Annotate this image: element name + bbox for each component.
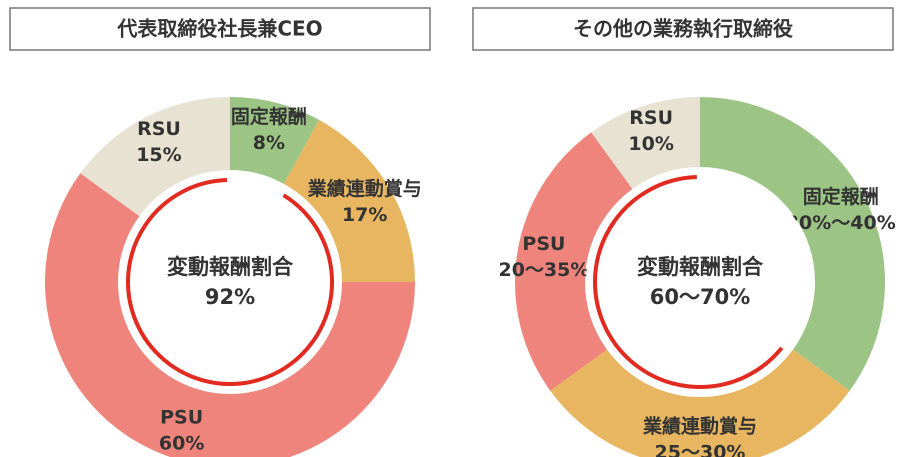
segment-value: 20〜35%	[498, 259, 589, 281]
segment-value: 17%	[342, 204, 387, 226]
chart-title: 代表取締役社長兼CEO	[116, 17, 322, 41]
variable-arc	[593, 175, 784, 389]
inner-circle	[586, 168, 814, 396]
chart-title: その他の業務執行取締役	[573, 17, 793, 41]
center-value: 92%	[205, 285, 255, 309]
segment-value: 25〜30%	[655, 442, 746, 457]
segment-label: RSU	[629, 107, 673, 129]
segment-value: 60%	[159, 432, 204, 454]
variable-arc	[126, 178, 334, 386]
pie-segment	[515, 132, 633, 391]
segment-value: 30%〜40%	[786, 212, 896, 234]
segment-value: 8%	[253, 132, 285, 154]
pie-segment	[550, 349, 850, 457]
segment-label: PSU	[522, 233, 565, 255]
segment-label: 業績連動賞与	[642, 415, 757, 438]
segment-label: RSU	[137, 118, 181, 140]
segment-label: 固定報酬	[231, 105, 307, 128]
center-value: 60〜70%	[650, 285, 751, 309]
pie-segment	[230, 97, 320, 184]
segment-label: 業績連動賞与	[307, 177, 422, 200]
pie-segment	[45, 173, 415, 457]
pie-segment	[80, 97, 231, 217]
header-box	[472, 7, 894, 51]
pie-segment	[700, 97, 886, 391]
center-label: 変動報酬割合	[167, 255, 294, 279]
pie-segment	[283, 119, 415, 282]
header-box	[9, 7, 431, 51]
pie-segment	[591, 97, 700, 189]
inner-circle	[119, 171, 341, 393]
segment-label: 固定報酬	[803, 185, 879, 208]
center-label: 変動報酬割合	[637, 255, 764, 279]
segment-label: PSU	[160, 406, 203, 428]
segment-value: 10%	[628, 133, 673, 155]
segment-value: 15%	[136, 144, 181, 166]
